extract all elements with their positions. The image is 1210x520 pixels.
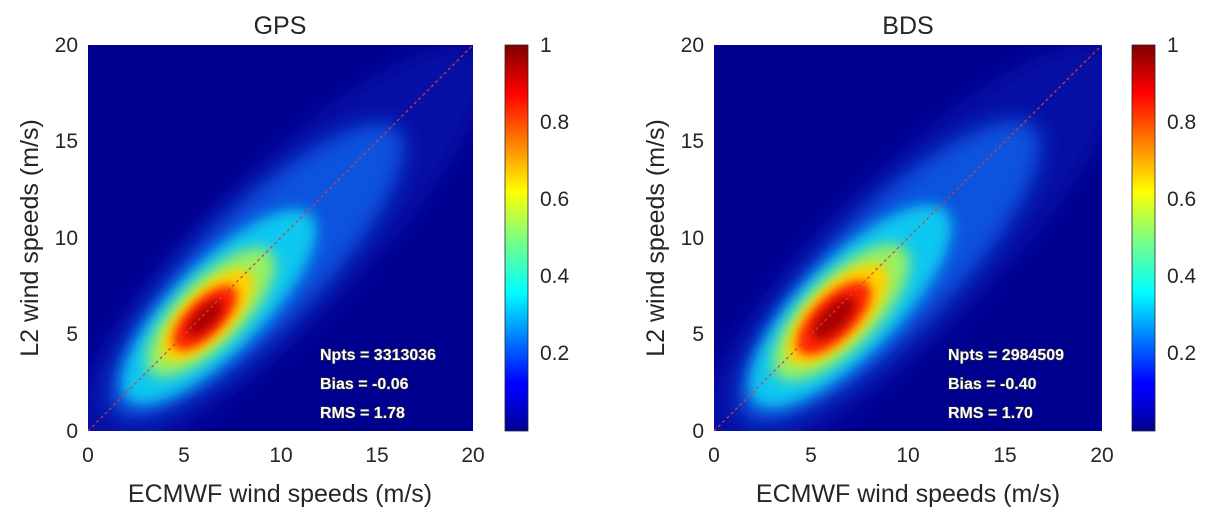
y-tick-label: 10	[55, 227, 78, 250]
colorbar-tick-label: 0.2	[540, 342, 569, 365]
one-to-one-line	[713, 44, 1103, 432]
y-axis-label: L2 wind speeds (m/s)	[642, 119, 670, 357]
x-tick-labels: 0 5 10 15 20	[708, 444, 1114, 467]
y-axis-label: L2 wind speeds (m/s)	[16, 119, 44, 357]
colorbar-gradient	[1131, 44, 1156, 432]
colorbar-tick-label: 0.4	[540, 265, 570, 288]
colorbar-tick-label: 0.4	[1167, 265, 1197, 288]
chart-title: GPS	[254, 12, 307, 40]
x-tick-label: 5	[805, 444, 817, 467]
x-tick-label: 15	[365, 444, 388, 467]
colorbar: 0.2 0.4 0.6 0.8 1	[504, 34, 570, 432]
x-axis-label: ECMWF wind speeds (m/s)	[756, 480, 1060, 508]
x-tick-label: 20	[1090, 444, 1113, 467]
y-tick-label: 20	[681, 34, 704, 57]
y-tick-labels: 0 5 10 15 20	[681, 34, 704, 443]
x-tick-label: 20	[461, 444, 484, 467]
stat-bias: Bias = -0.40	[948, 376, 1037, 393]
x-tick-label: 5	[178, 444, 190, 467]
stat-npts: Npts = 3313036	[320, 347, 436, 364]
x-tick-label: 0	[708, 444, 720, 467]
colorbar-tick-label: 0.6	[540, 188, 569, 211]
y-tick-labels: 0 5 10 15 20	[55, 34, 78, 443]
colorbar-tick-label: 1	[540, 34, 552, 57]
density-blobs	[714, 45, 1102, 431]
x-tick-label: 0	[82, 444, 94, 467]
stats-annotation: Npts = 3313036 Bias = -0.06 RMS = 1.78	[319, 346, 436, 422]
y-tick-label: 15	[55, 130, 78, 153]
colorbar-tick-label: 1	[1167, 34, 1179, 57]
stat-rms: RMS = 1.70	[948, 405, 1033, 422]
x-tick-label: 15	[993, 444, 1016, 467]
y-tick-label: 0	[692, 420, 704, 443]
y-tick-label: 0	[66, 420, 78, 443]
chart-title: BDS	[882, 12, 933, 40]
colorbar-tick-label: 0.8	[1167, 111, 1196, 134]
y-tick-label: 20	[55, 34, 78, 57]
colorbar-gradient	[504, 44, 529, 432]
density-heatmap	[714, 45, 1102, 431]
stat-bias: Bias = -0.06	[320, 376, 409, 393]
one-to-one-line	[87, 44, 474, 432]
x-tick-label: 10	[896, 444, 919, 467]
density-core	[186, 299, 224, 337]
y-tick-label: 5	[66, 323, 78, 346]
stats-annotation: Npts = 2984509 Bias = -0.40 RMS = 1.70	[947, 346, 1064, 422]
density-blobs	[88, 45, 473, 431]
y-tick-label: 10	[681, 227, 704, 250]
y-tick-label: 15	[681, 130, 704, 153]
x-tick-label: 10	[269, 444, 292, 467]
y-tick-label: 5	[692, 323, 704, 346]
density-heatmap	[88, 45, 473, 431]
panel-gps: GPS 0 5 10 15 20 0 5	[16, 12, 570, 508]
density-core	[812, 296, 856, 340]
colorbar: 0.2 0.4 0.6 0.8 1	[1131, 34, 1197, 432]
stat-npts: Npts = 2984509	[948, 347, 1064, 364]
colorbar-tick-label: 0.6	[1167, 188, 1196, 211]
x-tick-labels: 0 5 10 15 20	[82, 444, 485, 467]
x-axis-label: ECMWF wind speeds (m/s)	[128, 480, 432, 508]
stat-rms: RMS = 1.78	[320, 405, 405, 422]
colorbar-tick-label: 0.2	[1167, 342, 1196, 365]
panel-bds: BDS 0 5 10 15 20 0 5 10 15	[642, 12, 1197, 508]
colorbar-tick-label: 0.8	[540, 111, 569, 134]
